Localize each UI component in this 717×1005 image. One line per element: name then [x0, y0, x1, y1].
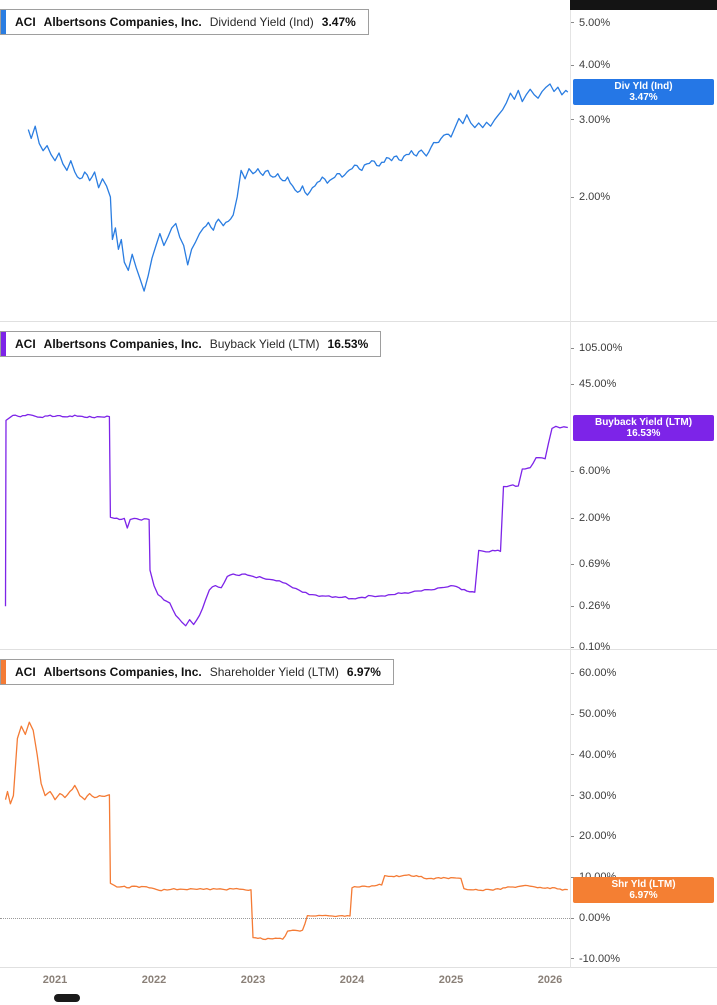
metric-value: 16.53%: [327, 337, 369, 351]
y-axis-tick-label: 50.00%: [579, 708, 617, 720]
zero-reference-line: [0, 918, 570, 919]
y-axis-tick-label: 0.26%: [579, 600, 611, 613]
y-axis-tick: 2.00%: [570, 511, 610, 525]
y-axis-tick-label: 0.00%: [579, 912, 611, 924]
y-axis-tick: 0.69%: [570, 557, 610, 571]
series-line: [4, 721, 568, 941]
badge-value: 6.97%: [629, 890, 658, 901]
y-axis-tick: 2.00%: [570, 190, 610, 204]
y-axis-tick: 3.00%: [570, 113, 610, 127]
y-axis-tick-label: -10.00%: [579, 952, 620, 965]
y-axis-tick: 105.00%: [570, 341, 622, 355]
chart-legend[interactable]: ACI Albertsons Companies, Inc. Sharehold…: [0, 659, 394, 685]
y-axis-tick-label: 20.00%: [579, 830, 617, 843]
metric-name: Buyback Yield (LTM): [209, 337, 320, 351]
badge-series-label: Buyback Yield (LTM): [594, 417, 693, 428]
company-name: Albertsons Companies, Inc.: [43, 337, 202, 351]
axis-separator-line: [570, 0, 571, 968]
y-axis-tick: 30.00%: [570, 789, 616, 803]
y-axis-tick-label: 40.00%: [579, 748, 617, 761]
chart-panel-buyback-yield: 105.00% 45.00% 6.00% 2.00% 0.69% 0.26% 0.10% A…: [0, 322, 717, 653]
metric-value: 3.47%: [321, 15, 356, 29]
metric-name: Shareholder Yield (LTM): [209, 665, 339, 679]
y-axis-tick-label: 60.00%: [579, 667, 617, 680]
y-axis-tick-label: 2.00%: [579, 512, 611, 525]
y-axis-tick: 60.00%: [570, 666, 616, 680]
y-axis-tick: 45.00%: [570, 377, 616, 391]
series-line: [27, 83, 569, 292]
company-name: Albertsons Companies, Inc.: [43, 665, 202, 679]
x-axis-label: 2023: [240, 974, 266, 986]
series-line: [4, 413, 568, 627]
badge-series-label: Div Yld (Ind): [614, 81, 673, 92]
y-axis-tick-label: 6.00%: [579, 465, 611, 478]
y-axis-tick: 4.00%: [570, 58, 610, 72]
y-axis-tick-label: 2.00%: [579, 191, 611, 203]
chart-legend[interactable]: ACI Albertsons Companies, Inc. Dividend …: [0, 9, 369, 35]
ticker: ACI: [15, 337, 36, 351]
chart-panel-dividend-yield: 5.00% 4.00% 3.00% 2.00% ACI Albertsons Comp…: [0, 0, 717, 322]
x-axis-label: 2026: [537, 974, 563, 986]
y-axis-tick: 0.26%: [570, 599, 610, 613]
bottom-handle[interactable]: [54, 994, 80, 1002]
badge-value: 16.53%: [626, 428, 661, 439]
plot-area[interactable]: [0, 0, 570, 322]
plot-area[interactable]: [0, 650, 570, 968]
x-axis-label: 2024: [339, 974, 365, 986]
y-axis-tick-label: 0.69%: [579, 558, 611, 571]
top-right-bar: [570, 0, 717, 10]
series-color-bar-icon: [1, 332, 6, 356]
series-color-bar-icon: [1, 660, 6, 684]
metric-value: 6.97%: [346, 665, 381, 679]
y-axis-tick-label: 45.00%: [579, 378, 617, 391]
ticker: ACI: [15, 15, 36, 29]
y-axis-tick: 20.00%: [570, 829, 616, 843]
y-axis-tick: -10.00%: [570, 952, 620, 966]
y-axis-tick-label: 4.00%: [579, 59, 611, 71]
x-axis-label: 2021: [42, 974, 68, 986]
y-axis-tick-label: 105.00%: [579, 342, 623, 354]
y-axis-tick: 0.00%: [570, 911, 610, 925]
y-axis-tick-label: 5.00%: [579, 16, 611, 29]
y-axis-tick: 5.00%: [570, 16, 610, 30]
plot-area[interactable]: [0, 322, 570, 650]
series-color-bar-icon: [1, 10, 6, 34]
y-axis-tick: 50.00%: [570, 707, 616, 721]
x-axis-label: 2025: [438, 974, 464, 986]
last-value-badge[interactable]: Buyback Yield (LTM) 16.53%: [573, 415, 714, 441]
company-name: Albertsons Companies, Inc.: [43, 15, 202, 29]
x-axis-label: 2022: [141, 974, 167, 986]
badge-value: 3.47%: [629, 92, 658, 103]
chart-panel-shareholder-yield: 60.00%50.00%40.00%30.00%20.00%10.00%0.00…: [0, 650, 717, 968]
y-axis-tick-label: 3.00%: [579, 113, 611, 126]
metric-name: Dividend Yield (Ind): [209, 15, 314, 29]
ticker: ACI: [15, 665, 36, 679]
chart-legend[interactable]: ACI Albertsons Companies, Inc. Buyback Y…: [0, 331, 382, 357]
last-value-badge[interactable]: Shr Yld (LTM) 6.97%: [573, 877, 714, 903]
y-axis-tick: 6.00%: [570, 464, 610, 478]
y-axis-tick: 40.00%: [570, 748, 616, 762]
last-value-badge[interactable]: Div Yld (Ind) 3.47%: [573, 79, 714, 105]
y-axis-tick-label: 30.00%: [579, 789, 617, 802]
badge-series-label: Shr Yld (LTM): [611, 879, 676, 890]
